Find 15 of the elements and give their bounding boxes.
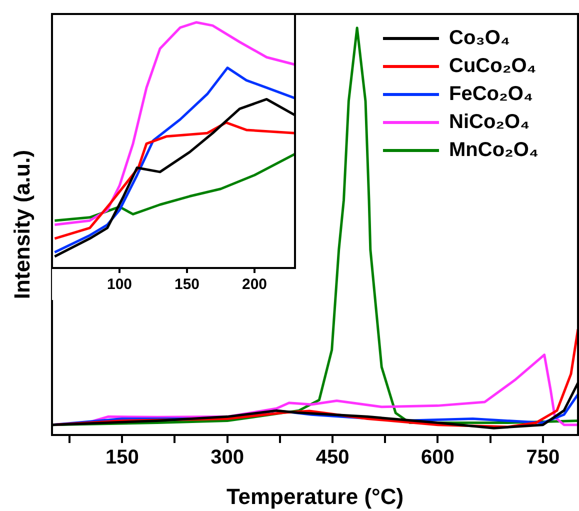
- legend-label: MnCo₂O₄: [449, 138, 539, 162]
- legend-label: Co₃O₄: [449, 26, 510, 50]
- y-axis-title: Intensity (a.u.): [9, 150, 34, 300]
- x-tick-label: 150: [105, 446, 139, 469]
- x-tick-label: 750: [526, 446, 560, 469]
- x-tick-label: 100: [106, 276, 132, 294]
- x-tick-label: 150: [174, 276, 200, 294]
- legend-label: FeCo₂O₄: [449, 82, 533, 106]
- x-tick-label: 600: [421, 446, 454, 469]
- x-tick-label: 200: [242, 276, 268, 294]
- x-axis-title: Temperature (°C): [226, 484, 404, 509]
- legend-label: CuCo₂O₄: [449, 54, 536, 78]
- x-tick-label: 300: [210, 446, 244, 469]
- legend-label: NiCo₂O₄: [449, 110, 530, 134]
- x-tick-label: 450: [316, 446, 350, 469]
